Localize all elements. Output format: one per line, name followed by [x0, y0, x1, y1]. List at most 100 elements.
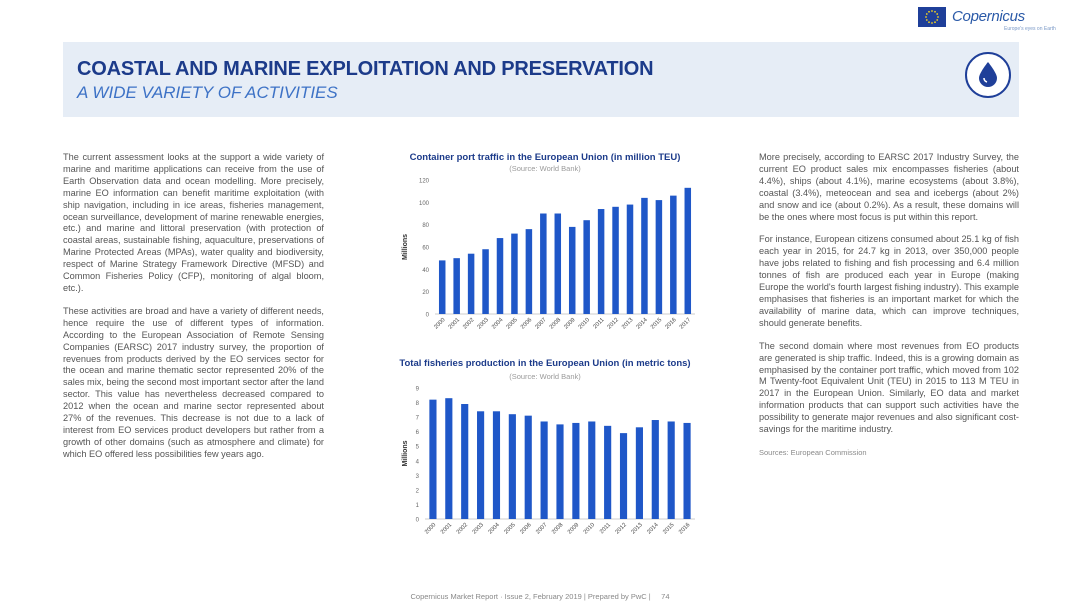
right-paragraph-1: More precisely, according to EARSC 2017 …: [759, 152, 1019, 222]
x-tick-label: 2012: [615, 522, 628, 535]
page-number: 74: [661, 592, 670, 601]
bar: [524, 415, 532, 519]
x-tick-label: 2005: [505, 317, 518, 330]
y-tick-label: 20: [422, 290, 429, 296]
right-text-column: More precisely, according to EARSC 2017 …: [759, 152, 1019, 470]
x-tick-label: 2004: [488, 522, 502, 536]
y-tick-label: 1: [416, 503, 420, 509]
y-tick-label: 6: [416, 430, 420, 436]
sources-note: Sources: European Commission: [759, 447, 867, 457]
page-footer: Copernicus Market Report · Issue 2, Febr…: [0, 592, 1080, 601]
x-tick-label: 2005: [503, 522, 516, 535]
y-tick-label: 3: [416, 474, 420, 480]
x-tick-label: 2007: [534, 317, 547, 330]
x-tick-label: 2014: [646, 522, 660, 536]
bar: [467, 253, 475, 314]
bar: [588, 421, 596, 519]
footer-text: Copernicus Market Report · Issue 2, Febr…: [410, 592, 651, 601]
x-tick-label: 2011: [592, 317, 605, 330]
bar: [572, 422, 580, 519]
x-tick-label: 2001: [448, 317, 461, 330]
bar: [492, 411, 501, 519]
bar: [554, 213, 562, 314]
bar: [445, 398, 453, 519]
bar: [556, 424, 564, 519]
x-tick-label: 2011: [599, 522, 612, 535]
bar: [482, 249, 489, 314]
y-axis-label: Millions: [402, 234, 409, 260]
copernicus-logo: Copernicus Europe's eyes on Earth: [918, 7, 1056, 32]
y-tick-label: 9: [416, 387, 420, 393]
right-paragraph-2: For instance, European citizens consumed…: [759, 234, 1019, 328]
right-paragraph-3: The second domain where most revenues fr…: [759, 340, 1019, 435]
bar: [604, 425, 612, 519]
bar: [583, 220, 590, 314]
x-tick-label: 2014: [635, 317, 649, 331]
y-tick-label: 0: [416, 518, 420, 524]
bar: [612, 206, 619, 314]
bar: [525, 229, 533, 314]
left-paragraph-1: The current assessment looks at the supp…: [63, 152, 324, 293]
x-tick-label: 2000: [433, 317, 446, 330]
bar: [461, 404, 469, 519]
x-tick-label: 2001: [440, 522, 453, 535]
bar: [641, 197, 648, 314]
x-tick-label: 2017: [679, 317, 692, 330]
x-tick-label: 2000: [424, 522, 437, 535]
bar: [626, 204, 634, 314]
y-tick-label: 60: [422, 246, 429, 252]
x-tick-label: 2016: [678, 522, 691, 535]
x-tick-label: 2012: [607, 317, 620, 330]
bar: [684, 187, 692, 314]
title-banner: COASTAL AND MARINE EXPLOITATION AND PRES…: [63, 42, 1019, 117]
bar: [619, 433, 628, 519]
x-tick-label: 2008: [549, 317, 562, 330]
chart2-title: Total fisheries production in the Europe…: [399, 358, 691, 369]
x-tick-label: 2013: [621, 317, 634, 330]
x-tick-label: 2013: [630, 522, 643, 535]
bar: [670, 195, 677, 314]
x-tick-label: 2015: [662, 522, 675, 535]
bar: [568, 226, 576, 314]
bar: [635, 427, 643, 519]
x-tick-label: 2006: [520, 317, 533, 330]
x-tick-label: 2010: [578, 317, 591, 330]
x-tick-label: 2009: [563, 317, 576, 330]
x-tick-label: 2002: [462, 317, 475, 330]
bar: [477, 411, 485, 519]
brand-name: Copernicus: [952, 8, 1025, 25]
y-tick-label: 8: [416, 401, 420, 407]
bar: [597, 209, 605, 314]
bar: [683, 422, 691, 519]
x-tick-label: 2016: [664, 317, 677, 330]
y-tick-label: 0: [426, 313, 430, 319]
y-axis-label: Millions: [402, 440, 409, 466]
bar: [496, 238, 504, 314]
bar: [453, 258, 460, 314]
chart2-source: (Source: World Bank): [509, 372, 581, 381]
y-tick-label: 7: [416, 416, 420, 422]
bar: [540, 213, 547, 314]
x-tick-label: 2007: [535, 522, 548, 535]
x-tick-label: 2008: [551, 522, 564, 535]
x-tick-label: 2003: [477, 317, 490, 330]
bar: [429, 399, 437, 519]
chart1-source: (Source: World Bank): [509, 164, 581, 173]
water-drop-icon: [965, 52, 1011, 98]
y-tick-label: 40: [422, 268, 429, 274]
left-text-column: The current assessment looks at the supp…: [63, 152, 324, 472]
bar: [655, 200, 663, 314]
page-title: COASTAL AND MARINE EXPLOITATION AND PRES…: [77, 58, 654, 80]
bar: [511, 233, 518, 314]
x-tick-label: 2009: [567, 522, 580, 535]
bar: [651, 420, 659, 519]
y-tick-label: 2: [416, 488, 420, 494]
x-tick-label: 2015: [650, 317, 663, 330]
brand-tagline: Europe's eyes on Earth: [1004, 26, 1056, 32]
y-tick-label: 4: [416, 459, 420, 465]
bar: [508, 414, 516, 519]
bar: [667, 421, 675, 519]
left-paragraph-2: These activities are broad and have a va…: [63, 305, 324, 459]
